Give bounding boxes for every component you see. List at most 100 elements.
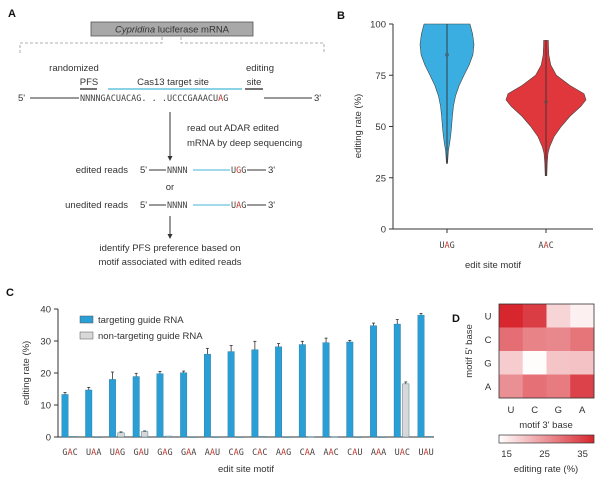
editing-label: editing (246, 63, 274, 74)
row-label: C (485, 335, 492, 346)
heatmap-cell-G-C (522, 351, 547, 375)
panel-d-label: D (452, 313, 460, 325)
x-tick-label: AAU (205, 448, 220, 458)
y-tick-label: 50 (375, 122, 386, 133)
heatmap-cell-C-C (522, 327, 547, 352)
targeting-bar (132, 376, 140, 438)
targeting-bar (298, 344, 306, 438)
edited-pfs: NNNN (167, 166, 187, 176)
x-tick-label: AAA (371, 448, 386, 458)
heatmap-cell-A-U (499, 374, 524, 399)
violin-median-point (544, 100, 548, 104)
heatmap-cell-G-G (546, 351, 571, 375)
heatmap-cell-A-A (570, 374, 595, 399)
y-tick-label: 25 (375, 173, 386, 184)
x-tick-label: GAC (62, 448, 77, 458)
legend-label: targeting guide RNA (98, 315, 184, 326)
heatmap-cell-U-G (546, 304, 571, 328)
randomized-label: randomized (49, 63, 99, 74)
unedited-five-prime: 5' (140, 200, 147, 211)
col-label: G (555, 405, 562, 416)
step1-line1: read out ADAR edited (187, 123, 279, 134)
targeting-bar (180, 372, 188, 438)
arrowhead-1 (167, 156, 173, 161)
x-tick-label: GAA (181, 448, 196, 458)
panel-c-label: C (6, 287, 14, 299)
step1-line2: mRNA by deep sequencing (187, 138, 302, 149)
colorbar-title: editing rate (%) (514, 464, 578, 475)
nontargeting-bar (331, 436, 339, 438)
nontargeting-bar (70, 436, 77, 438)
y-tick-label: 20 (40, 369, 51, 380)
heatmap-border (498, 303, 595, 399)
x-tick-label: UAA (86, 448, 101, 458)
unedited-motif: UAG (231, 201, 246, 211)
panel-b-violin-chart: 0 25 50 75 100 editing rate (%) edit site moti… (353, 20, 593, 271)
row-label: G (484, 358, 491, 369)
x-axis-title: motif 3' base (519, 420, 573, 431)
y-tick-label: 30 (40, 337, 51, 348)
nontargeting-bar (307, 436, 315, 438)
heatmap-cell-A-G (546, 374, 571, 399)
x-tick-label: GAU (134, 448, 149, 458)
or-label: or (166, 182, 174, 193)
zoom-dashed-lines (19, 37, 325, 54)
panel-a-label: A (8, 8, 16, 20)
heatmap-cell-G-U (499, 351, 524, 375)
targeting-bar (393, 323, 401, 438)
col-label: C (531, 405, 538, 416)
nontargeting-bar (259, 436, 267, 438)
target-site-label: Cas13 target site (137, 77, 209, 88)
targeting-bar (370, 325, 377, 438)
heatmap-cell-C-A (570, 327, 595, 352)
x-tick-label: CAA (300, 448, 315, 458)
nontargeting-bar (141, 431, 149, 438)
x-tick-label: CAU (347, 448, 362, 458)
nontargeting-bar (188, 436, 196, 438)
nontargeting-bar (378, 436, 386, 438)
targeting-bar (251, 349, 259, 438)
x-tick-label: GAG (157, 448, 172, 458)
x-tick-label: AAC (323, 448, 338, 458)
heatmap-cell-U-C (522, 304, 547, 328)
unedited-reads-label: unedited reads (65, 200, 128, 211)
step2-line2: motif associated with edited reads (98, 257, 241, 268)
targeting-bar (227, 351, 235, 438)
step2-line1: identify PFS preference based on (99, 243, 240, 254)
edited-three-prime: 3' (268, 165, 275, 176)
targeting-bar (61, 394, 69, 438)
mrna-box-label: Cypridina luciferase mRNA (115, 25, 230, 36)
nontargeting-bar (212, 436, 220, 438)
colorbar (498, 434, 595, 444)
nontargeting-bar (164, 435, 172, 438)
edited-motif: UGG (231, 166, 246, 176)
targeting-bar (203, 353, 211, 438)
nontargeting-bar (402, 383, 410, 438)
y-tick-label: 40 (40, 305, 51, 316)
targeting-bar (85, 389, 93, 438)
y-tick-label: 75 (375, 71, 386, 82)
targeting-bar (346, 341, 354, 438)
nontargeting-bar (236, 436, 244, 438)
panel-b-label: B (337, 10, 345, 22)
heatmap-cell-G-A (570, 351, 595, 375)
colorbar-tick-label: 15 (501, 449, 512, 460)
y-tick-label: 10 (40, 401, 51, 412)
x-tick-label: CAC (252, 448, 267, 458)
colorbar-tick-label: 25 (539, 449, 550, 460)
panel-c-bar-chart: 0 10 20 30 40 editing rate (%) edit site motif… (21, 305, 434, 475)
nontargeting-bar (283, 436, 291, 438)
y-axis-title: editing rate (%) (353, 94, 364, 158)
unedited-three-prime: 3' (268, 200, 275, 211)
site-label: site (247, 77, 262, 88)
y-axis-title: motif 5' base (464, 324, 475, 378)
x-axis-title: edit site motif (465, 260, 521, 271)
x-tick-label: UAG (439, 241, 454, 251)
legend-label: non-targeting guide RNA (98, 331, 203, 342)
row-label: A (485, 382, 492, 393)
three-prime-label: 3' (314, 93, 321, 104)
x-tick-label: UAC (395, 448, 410, 458)
heatmap-cell-A-C (522, 374, 547, 399)
x-tick-label: AAC (538, 241, 553, 251)
